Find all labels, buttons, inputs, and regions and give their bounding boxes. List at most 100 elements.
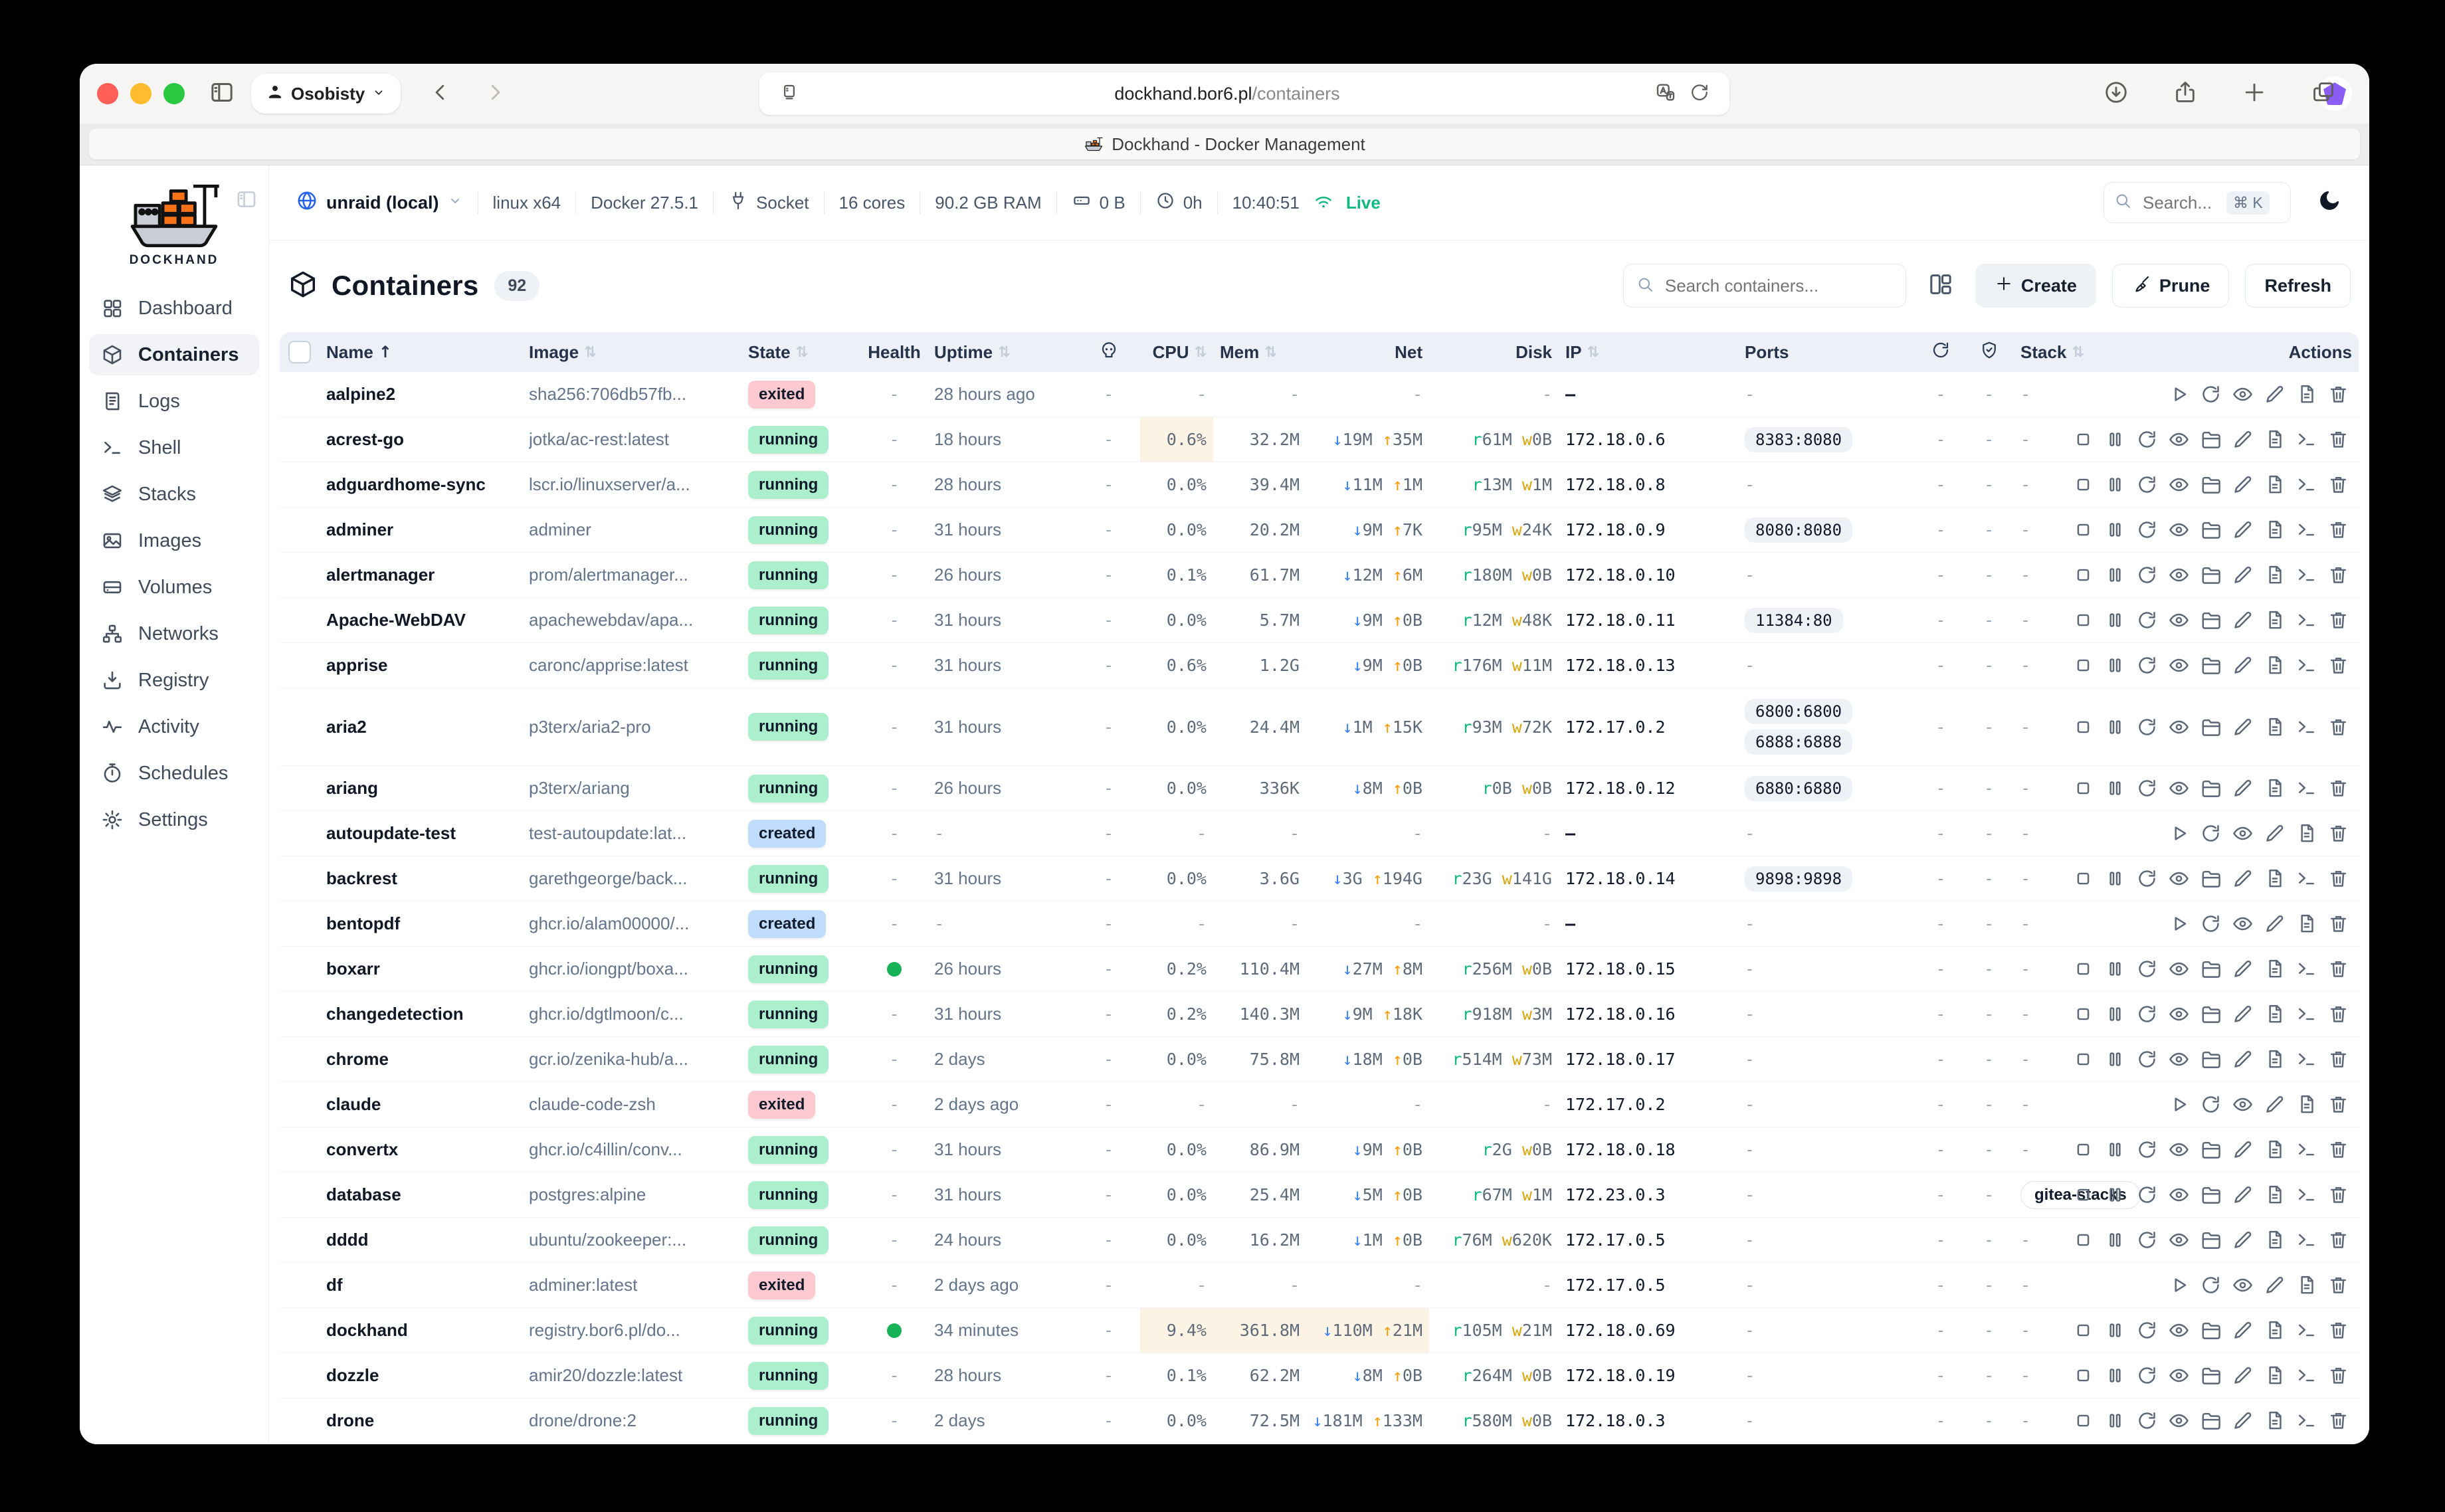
file-icon[interactable] [2264, 716, 2286, 738]
pencil-icon[interactable] [2232, 1319, 2254, 1341]
restart-icon[interactable] [2136, 1319, 2158, 1341]
eye-icon[interactable] [2168, 1003, 2190, 1025]
trash-icon[interactable] [2327, 868, 2349, 890]
folder-icon[interactable] [2200, 1048, 2222, 1070]
sidebar-item-activity[interactable]: Activity [89, 706, 259, 747]
stop-icon[interactable] [2072, 1048, 2094, 1070]
pencil-icon[interactable] [2232, 1229, 2254, 1251]
eye-icon[interactable] [2168, 716, 2190, 738]
table-row[interactable]: ariang p3terx/ariang running - 26 hours - 0.0%… [280, 766, 2359, 811]
sidebar-item-containers[interactable]: Containers [89, 334, 259, 375]
pencil-icon[interactable] [2232, 777, 2254, 799]
eye-icon[interactable] [2168, 868, 2190, 890]
column-header-stack[interactable]: Stack ⇅ [2020, 341, 2084, 362]
terminal-icon[interactable] [2296, 868, 2317, 890]
pause-icon[interactable] [2104, 958, 2126, 980]
column-header-ip[interactable]: IP ⇅ [1565, 341, 1600, 362]
file-icon[interactable] [2264, 1229, 2286, 1251]
table-row[interactable]: apprise caronc/apprise:latest running - 31 h… [280, 643, 2359, 688]
minimize-window-button[interactable] [130, 83, 151, 104]
terminal-icon[interactable] [2296, 1139, 2317, 1161]
folder-icon[interactable] [2200, 654, 2222, 676]
pencil-icon[interactable] [2264, 822, 2286, 844]
stop-icon[interactable] [2072, 1184, 2094, 1206]
restart-icon[interactable] [2136, 609, 2158, 631]
table-row[interactable]: autoupdate-test test-autoupdate:lat... cre… [280, 811, 2359, 856]
sidebar-item-registry[interactable]: Registry [89, 660, 259, 701]
stop-icon[interactable] [2072, 519, 2094, 541]
eye-icon[interactable] [2232, 822, 2254, 844]
pause-icon[interactable] [2104, 1229, 2126, 1251]
column-header-oom[interactable] [1077, 332, 1140, 372]
eye-icon[interactable] [2232, 913, 2254, 935]
column-header-image[interactable]: Image ⇅ [529, 341, 597, 362]
restart-icon[interactable] [2136, 1184, 2158, 1206]
file-icon[interactable] [2264, 654, 2286, 676]
terminal-icon[interactable] [2296, 958, 2317, 980]
folder-icon[interactable] [2200, 1003, 2222, 1025]
terminal-icon[interactable] [2296, 777, 2317, 799]
column-header-name[interactable]: Name ↑ [326, 341, 392, 362]
column-header-disk[interactable]: Disk [1516, 341, 1552, 362]
eye-icon[interactable] [2168, 474, 2190, 496]
column-header-ports[interactable]: Ports [1745, 341, 1789, 362]
pause-icon[interactable] [2104, 1003, 2126, 1025]
table-row[interactable]: drone drone/drone:2 running - 2 days - 0.0% 72.… [280, 1398, 2359, 1444]
restart-icon[interactable] [2136, 474, 2158, 496]
pencil-icon[interactable] [2264, 913, 2286, 935]
pause-icon[interactable] [2104, 1319, 2126, 1341]
eye-icon[interactable] [2168, 1365, 2190, 1386]
trash-icon[interactable] [2327, 1093, 2349, 1115]
pause-icon[interactable] [2104, 777, 2126, 799]
table-row[interactable]: dockhand registry.bor6.pl/do... running 34 … [280, 1308, 2359, 1353]
stop-icon[interactable] [2072, 1003, 2094, 1025]
pause-icon[interactable] [2104, 654, 2126, 676]
pause-icon[interactable] [2104, 1048, 2126, 1070]
column-header-mem[interactable]: Mem ⇅ [1220, 341, 1277, 362]
stop-icon[interactable] [2072, 474, 2094, 496]
pencil-icon[interactable] [2264, 1274, 2286, 1296]
pencil-icon[interactable] [2232, 654, 2254, 676]
eye-icon[interactable] [2168, 428, 2190, 450]
pause-icon[interactable] [2104, 564, 2126, 586]
pause-icon[interactable] [2104, 1184, 2126, 1206]
folder-icon[interactable] [2200, 474, 2222, 496]
sidebar-item-logs[interactable]: Logs [89, 381, 259, 422]
profile-button[interactable]: Osobisty [251, 74, 401, 114]
folder-icon[interactable] [2200, 716, 2222, 738]
folder-icon[interactable] [2200, 1229, 2222, 1251]
pause-icon[interactable] [2104, 1410, 2126, 1432]
column-header-autoupdate[interactable] [1917, 332, 1964, 372]
table-row[interactable]: claude claude-code-zsh exited - 2 days ago - -… [280, 1082, 2359, 1127]
share-button[interactable] [2173, 80, 2198, 108]
trash-icon[interactable] [2327, 913, 2349, 935]
folder-icon[interactable] [2200, 519, 2222, 541]
stop-icon[interactable] [2072, 777, 2094, 799]
folder-icon[interactable] [2200, 777, 2222, 799]
restart-icon[interactable] [2200, 822, 2222, 844]
table-row[interactable]: convertx ghcr.io/c4illin/conv... running - 3… [280, 1127, 2359, 1173]
file-icon[interactable] [2264, 1048, 2286, 1070]
file-icon[interactable] [2264, 868, 2286, 890]
pencil-icon[interactable] [2232, 868, 2254, 890]
trash-icon[interactable] [2327, 519, 2349, 541]
trash-icon[interactable] [2327, 1274, 2349, 1296]
restart-icon[interactable] [2200, 383, 2222, 405]
eye-icon[interactable] [2168, 958, 2190, 980]
trash-icon[interactable] [2327, 958, 2349, 980]
folder-icon[interactable] [2200, 958, 2222, 980]
pause-icon[interactable] [2104, 609, 2126, 631]
pencil-icon[interactable] [2264, 383, 2286, 405]
table-row[interactable]: alertmanager prom/alertmanager... running -… [280, 553, 2359, 598]
layout-toggle-icon[interactable] [1927, 271, 1954, 301]
play-icon[interactable] [2168, 383, 2190, 405]
trash-icon[interactable] [2327, 1319, 2349, 1341]
pause-icon[interactable] [2104, 519, 2126, 541]
eye-icon[interactable] [2168, 654, 2190, 676]
pause-icon[interactable] [2104, 1365, 2126, 1386]
zoom-window-button[interactable] [163, 83, 185, 104]
extension-button[interactable] [2317, 76, 2352, 111]
pencil-icon[interactable] [2232, 1048, 2254, 1070]
file-icon[interactable] [2264, 474, 2286, 496]
stop-icon[interactable] [2072, 1410, 2094, 1432]
